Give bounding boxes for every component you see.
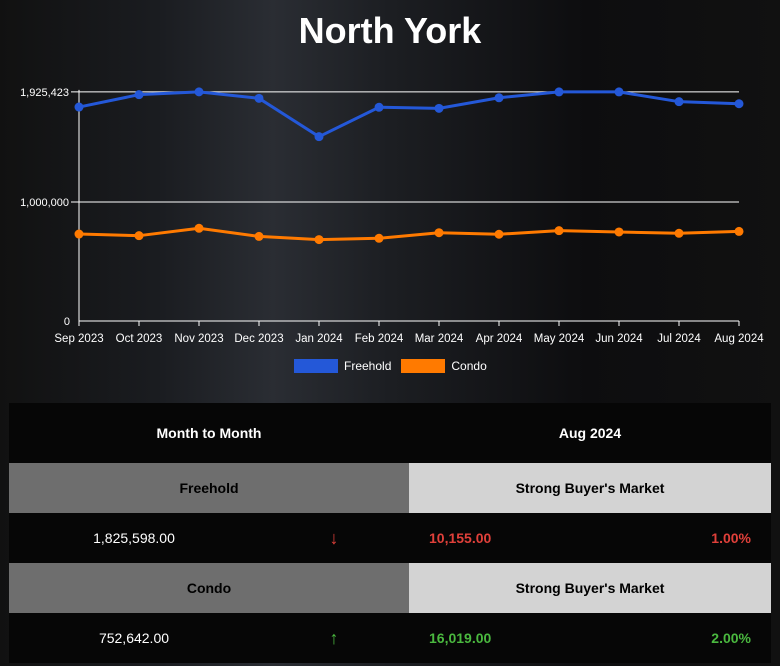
x-tick-label: Feb 2024 — [355, 333, 404, 345]
x-tick-label: May 2024 — [534, 333, 585, 345]
price: 1,825,598.00 — [93, 530, 175, 546]
arrow-down-icon: ↓ — [329, 527, 339, 548]
data-point-condo — [254, 231, 264, 241]
x-tick-label: Jun 2024 — [595, 333, 643, 345]
data-point-freehold — [254, 93, 264, 103]
data-point-condo — [74, 229, 84, 239]
table-row-freehold-values: 1,825,598.00 ↓ 10,155.00 1.00% — [9, 513, 771, 563]
data-point-condo — [374, 233, 384, 243]
data-point-freehold — [614, 87, 624, 97]
y-tick-label: 0 — [64, 316, 70, 328]
data-point-condo — [194, 223, 204, 233]
x-tick-label: Aug 2024 — [714, 333, 764, 345]
x-tick-label: Oct 2023 — [116, 333, 163, 345]
page-title: North York — [298, 10, 482, 51]
header-right: Aug 2024 — [558, 425, 622, 441]
data-point-freehold — [194, 87, 204, 97]
x-tick-label: Dec 2023 — [234, 333, 283, 345]
line-chart: 0 1,000,000 1,925,423 Sep 2023 Oct 2023 Nov 2… — [20, 87, 764, 345]
x-tick-label: Jul 2024 — [657, 333, 701, 345]
data-point-freehold — [314, 132, 324, 142]
legend-swatch-freehold — [294, 359, 338, 373]
change-value: 16,019.00 — [429, 630, 492, 646]
series-line-condo — [78, 226, 740, 242]
data-point-freehold — [74, 102, 84, 112]
y-tick-label: 1,925,423 — [20, 87, 69, 99]
data-point-condo — [314, 235, 324, 245]
arrow-up-icon: ↑ — [329, 627, 339, 648]
data-point-condo — [554, 226, 564, 236]
table-row-freehold-label: Freehold Strong Buyer's Market — [9, 463, 771, 513]
data-point-freehold — [554, 87, 564, 97]
data-point-condo — [674, 228, 684, 238]
legend-label-freehold: Freehold — [344, 359, 392, 373]
change-percent: 2.00% — [711, 630, 751, 646]
row-label: Freehold — [9, 463, 409, 513]
data-point-condo — [734, 226, 744, 236]
x-tick-label: Apr 2024 — [476, 333, 523, 345]
y-tick-label: 1,000,000 — [20, 197, 69, 209]
x-tick-label: Nov 2023 — [174, 333, 223, 345]
header-left: Month to Month — [156, 425, 262, 441]
change-value: 10,155.00 — [429, 530, 492, 546]
market-status: Strong Buyer's Market — [409, 563, 771, 613]
data-point-freehold — [134, 90, 144, 100]
data-point-freehold — [494, 93, 504, 103]
legend: Freehold Condo — [294, 359, 487, 373]
data-point-freehold — [734, 99, 744, 109]
data-point-condo — [614, 227, 624, 237]
x-tick-label: Jan 2024 — [295, 333, 343, 345]
data-point-condo — [134, 231, 144, 241]
market-status: Strong Buyer's Market — [409, 463, 771, 513]
x-tick-label: Sep 2023 — [54, 333, 103, 345]
data-point-freehold — [434, 103, 444, 113]
data-point-condo — [494, 229, 504, 239]
summary-table: Month to Month Aug 2024 Freehold Strong … — [9, 403, 771, 663]
table-row-condo-values: 752,642.00 ↑ 16,019.00 2.00% — [9, 613, 771, 663]
table-row-condo-label: Condo Strong Buyer's Market — [9, 563, 771, 613]
legend-swatch-condo — [401, 359, 446, 373]
table-header: Month to Month Aug 2024 — [9, 403, 771, 463]
legend-label-condo: Condo — [451, 359, 487, 373]
data-point-condo — [434, 228, 444, 238]
x-tick-label: Mar 2024 — [415, 333, 464, 345]
series-line-freehold — [78, 90, 740, 139]
change-percent: 1.00% — [711, 530, 751, 546]
price: 752,642.00 — [98, 630, 170, 646]
data-point-freehold — [374, 102, 384, 112]
data-point-freehold — [674, 97, 684, 107]
row-label: Condo — [9, 563, 409, 613]
